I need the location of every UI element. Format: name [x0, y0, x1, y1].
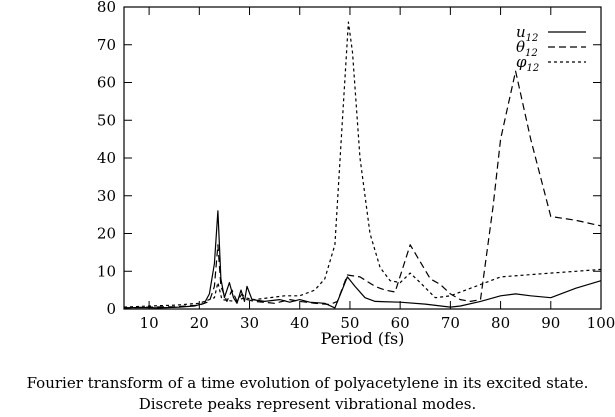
x-tick-label: 80 [491, 314, 510, 332]
plot-area: 10 20 30 40 50 60 70 80 90 100 0 10 20 30 40 50 60 70 80 [97, 0, 615, 332]
x-tick-label: 10 [140, 314, 159, 332]
y-tick-label: 40 [97, 149, 116, 167]
x-tick-label: 40 [290, 314, 309, 332]
legend-name: φ [516, 53, 527, 71]
caption-line-1: Fourier transform of a time evolution of… [26, 374, 589, 392]
series-line-3 [123, 21, 602, 308]
series-lines [123, 21, 602, 309]
y-tick-label: 70 [97, 36, 116, 54]
y-tick-label: 50 [97, 111, 116, 129]
x-tick-label: 50 [340, 314, 359, 332]
legend-subscript: 12 [525, 48, 538, 59]
legend-name: θ [516, 38, 525, 56]
x-tick-label: 90 [541, 314, 560, 332]
y-tick-label: 30 [97, 187, 116, 205]
x-tick-label: 30 [240, 314, 259, 332]
x-tick-label: 60 [391, 314, 410, 332]
legend-label-1: u12 [516, 23, 538, 44]
y-tick-label: 20 [97, 225, 116, 243]
x-axis-label: Period (fs) [321, 329, 405, 348]
x-tick-label: 100 [587, 314, 615, 332]
legend-subscript: 12 [527, 63, 540, 74]
x-tick-label: 20 [190, 314, 209, 332]
y-tick-label: 10 [97, 262, 116, 280]
series-line-1 [123, 210, 602, 309]
y-tick-label: 80 [97, 0, 116, 16]
caption-line-2: Discrete peaks represent vibrational mod… [138, 395, 477, 413]
legend-label-2: θ12 [516, 38, 538, 59]
chart: 10 20 30 40 50 60 70 80 90 100 01020304050607080 … [97, 0, 615, 348]
x-axis: 10 20 30 40 50 60 70 80 90 100 [140, 7, 615, 332]
x-tick-label: 70 [441, 314, 460, 332]
series-line-2 [123, 70, 602, 309]
y-tick-label: 0 [106, 300, 116, 318]
y-tick-label: 60 [97, 74, 116, 92]
y-axis: 0 10 20 30 40 50 60 70 80 [97, 0, 601, 318]
legend-subscript: 12 [526, 33, 539, 44]
legend-name: u [516, 23, 526, 41]
legend-label-3: φ12 [516, 53, 539, 74]
